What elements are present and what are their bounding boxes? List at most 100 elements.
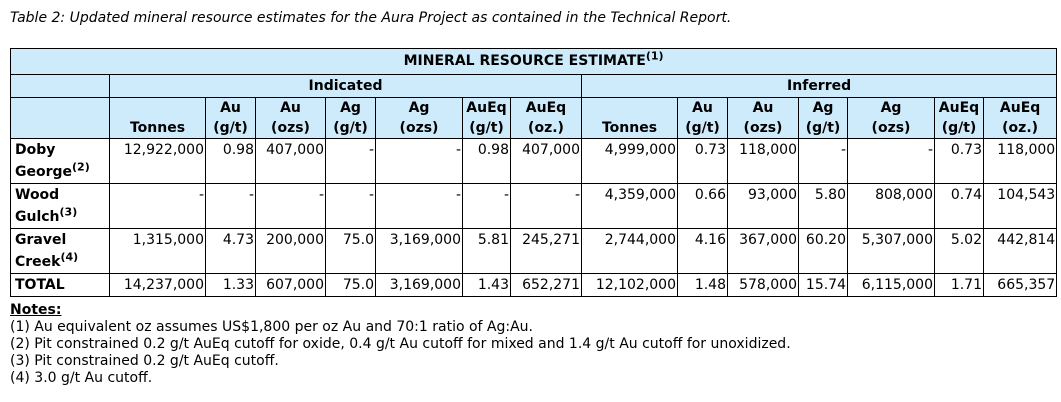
note-item: (2) Pit constrained 0.2 g/t AuEq cutoff …	[10, 336, 791, 352]
table-cell: 5,307,000	[847, 228, 935, 274]
table-cell: -	[798, 138, 848, 184]
table-cell: 0.74	[934, 183, 984, 229]
header-line: Au	[220, 100, 241, 116]
footnote-ref: (4)	[60, 250, 79, 264]
header-line: AuEq	[525, 100, 567, 116]
row-label: TOTAL	[10, 273, 110, 297]
column-header: Au (g/t)	[677, 97, 728, 139]
header-line: Au	[692, 100, 713, 116]
table-cell: -	[375, 183, 463, 229]
table-cell: 1.43	[462, 273, 511, 297]
note-item: (4) 3.0 g/t Au cutoff.	[10, 370, 153, 386]
table-cell: 3,169,000	[375, 228, 463, 274]
table-cell: 407,000	[255, 138, 326, 184]
table-cell: 245,271	[510, 228, 582, 274]
header-line: (g/t)	[685, 120, 720, 136]
table-cell: 0.98	[205, 138, 256, 184]
table-cell: -	[510, 183, 582, 229]
group-indicated: Indicated	[109, 74, 582, 98]
header-line: (g/t)	[469, 120, 504, 136]
table-cell: 442,814	[982, 228, 1058, 274]
column-header: Au (ozs)	[255, 97, 326, 139]
table-row: Wood Gulch(3) - - - - - - -4,359,000 0.66 93,000 5…	[10, 183, 1058, 229]
header-line: AuEq	[999, 100, 1041, 116]
table-cell: 1.33	[205, 273, 256, 297]
table-cell: 407,000	[510, 138, 582, 184]
column-header: Ag (ozs)	[847, 97, 935, 139]
table-cell: 652,271	[510, 273, 582, 297]
row-label: Gravel Creek(4)	[10, 228, 110, 274]
table-cell: 1.48	[677, 273, 728, 297]
table-cell: 14,237,000	[109, 273, 206, 297]
table-cell: 1.71	[934, 273, 984, 297]
column-header: Ag (g/t)	[798, 97, 848, 139]
table-cell: 607,000	[255, 273, 326, 297]
table-cell: 12,102,000	[581, 273, 678, 297]
table-cell: 2,744,000	[581, 228, 678, 274]
header-line: (ozs)	[271, 120, 310, 136]
table-cell: 4.16	[677, 228, 728, 274]
header-line: Tonnes	[129, 120, 186, 136]
table-cell: 665,357	[982, 273, 1058, 297]
table-row: Doby George(2) 12,922,000 0.98 407,000- -0.9…	[10, 138, 1058, 184]
header-line: (g/t)	[941, 120, 977, 136]
column-header: AuEq (g/t)	[934, 97, 984, 139]
table-cell: -	[462, 183, 511, 229]
table-cell: 4,999,000	[581, 138, 678, 184]
table-row: TOTAL 14,237,000 1.33 607,000 75.0 3,169,000 1…	[10, 273, 1058, 297]
table-cell: 5.81	[462, 228, 511, 274]
table-cell: 93,000	[727, 183, 799, 229]
table-cell: 0.66	[677, 183, 728, 229]
column-header: AuEq (g/t)	[462, 97, 511, 139]
header-line: (oz.)	[528, 120, 564, 136]
group-inferred: Inferred	[580, 74, 1058, 98]
title-row: MINERAL RESOURCE ESTIMATE(1)	[9, 48, 1058, 75]
header-line: Au	[280, 100, 301, 116]
column-header: Au (g/t)	[205, 97, 256, 139]
header-line: (ozs)	[871, 120, 911, 136]
table-cell: 118,000	[982, 138, 1058, 184]
header-line: Ag	[880, 100, 902, 116]
column-header: AuEq (oz.)	[510, 97, 582, 139]
header-line: (g/t)	[333, 120, 368, 136]
column-header: AuEq (oz.)	[982, 97, 1058, 139]
table-cell: 12,922,000	[109, 138, 206, 184]
header-line: Au	[752, 100, 774, 116]
header-line: AuEq	[938, 100, 980, 116]
column-header: Ag (ozs)	[375, 97, 463, 139]
footnote-ref: (2)	[72, 160, 90, 174]
header-line: Ag	[812, 100, 834, 116]
table-cell: 808,000	[847, 183, 935, 229]
table-caption: Table 2: Updated mineral resource estima…	[10, 10, 732, 26]
table-cell: 3,169,000	[375, 273, 463, 297]
column-header: Au (ozs)	[727, 97, 799, 139]
note-item: (3) Pit constrained 0.2 g/t AuEq cutoff.	[10, 353, 279, 369]
group-row: Indicated Inferred	[10, 74, 1058, 98]
table-cell: -	[325, 138, 376, 184]
column-header: Ag (g/t)	[325, 97, 376, 139]
table-cell: 118,000	[727, 138, 799, 184]
table-cell: 4.73	[205, 228, 256, 274]
header-line: (ozs)	[743, 120, 783, 136]
table-cell: 578,000	[727, 273, 799, 297]
header-line: (g/t)	[213, 120, 248, 136]
header-line: Tonnes	[601, 120, 658, 136]
table-cell: 0.98	[462, 138, 511, 184]
table-cell: 367,000	[727, 228, 799, 274]
table-cell: 104,543	[982, 183, 1058, 229]
column-header-row: Tonnes Au (g/t) Au (ozs) Ag (g/t) Ag (ozs) AuEq (g…	[10, 97, 1058, 139]
header-line: Ag	[340, 100, 361, 116]
table-cell: -	[325, 183, 376, 229]
note-item: (1) Au equivalent oz assumes US$1,800 pe…	[10, 319, 533, 335]
table-cell: 6,115,000	[847, 273, 935, 297]
table-cell: -	[205, 183, 256, 229]
notes: Notes: (1) Au equivalent oz assumes US$1…	[10, 302, 791, 387]
table-cell: 200,000	[255, 228, 326, 274]
table-title: MINERAL RESOURCE ESTIMATE	[403, 53, 646, 69]
footnote-ref: (3)	[59, 205, 78, 219]
header-line: (g/t)	[805, 120, 841, 136]
notes-heading: Notes:	[10, 302, 62, 318]
table-row: Gravel Creek(4) 1,315,000 4.73 200,000 75.0 3…	[10, 228, 1058, 274]
table-cell: 5.02	[934, 228, 984, 274]
table-cell: -	[109, 183, 206, 229]
